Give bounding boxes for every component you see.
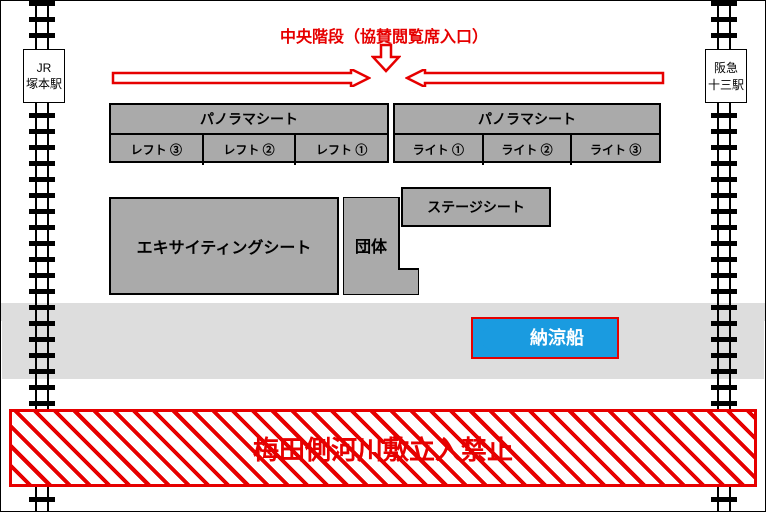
exciting-seat: エキサイティングシート [109, 197, 339, 295]
stage-seat: ステージシート [401, 187, 551, 227]
panorama-seat-left: パノラマシート レフト ③レフト ②レフト ① [109, 103, 389, 163]
flow-arrow-right [405, 69, 665, 92]
river-bank-top [1, 303, 765, 321]
seat-col: レフト ③ [111, 133, 204, 165]
seat-col: ライト ② [484, 133, 573, 165]
forbidden-zone: 梅田側河川敷立入禁止 [9, 409, 757, 487]
entrance-arrow-icon [371, 43, 401, 73]
panorama-right-title: パノラマシート [395, 105, 659, 135]
seat-col: ライト ③ [572, 133, 659, 165]
panorama-seat-right: パノラマシート ライト ①ライト ②ライト ③ [393, 103, 661, 163]
boat-cooling: 納涼船 [471, 317, 619, 359]
flow-arrow-left [111, 69, 371, 92]
svg-text:団体: 団体 [355, 237, 388, 256]
station-left: JR塚本駅 [23, 49, 65, 103]
panorama-left-title: パノラマシート [111, 105, 387, 135]
svg-text:納涼船: 納涼船 [530, 327, 584, 348]
forbidden-text: 梅田側河川敷立入禁止 [253, 430, 513, 467]
seat-col: ライト ① [395, 133, 484, 165]
seat-col: レフト ② [204, 133, 297, 165]
group-seat: 団体 [343, 197, 419, 295]
seat-col: レフト ① [296, 133, 387, 165]
station-right: 阪急十三駅 [705, 49, 747, 103]
river-bank-main [2, 321, 764, 379]
